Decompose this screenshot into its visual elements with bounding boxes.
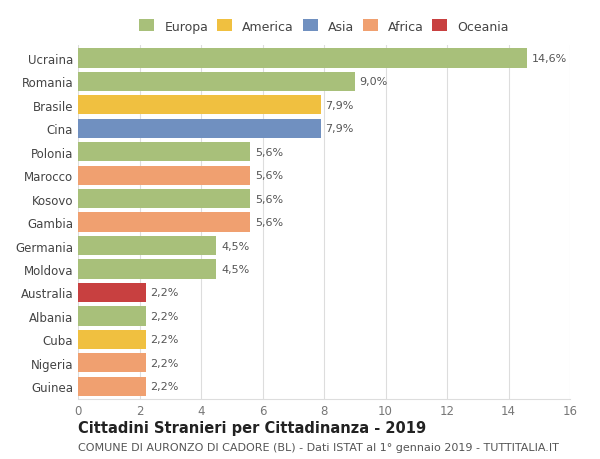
Text: 5,6%: 5,6% (255, 218, 283, 228)
Text: Cittadini Stranieri per Cittadinanza - 2019: Cittadini Stranieri per Cittadinanza - 2… (78, 420, 426, 435)
Text: 9,0%: 9,0% (359, 77, 388, 87)
Text: 2,2%: 2,2% (150, 288, 179, 298)
Text: 14,6%: 14,6% (532, 54, 567, 64)
Text: 4,5%: 4,5% (221, 241, 249, 251)
Bar (78, 236, 217, 256)
Text: 5,6%: 5,6% (255, 194, 283, 204)
Text: COMUNE DI AURONZO DI CADORE (BL) - Dati ISTAT al 1° gennaio 2019 - TUTTITALIA.IT: COMUNE DI AURONZO DI CADORE (BL) - Dati … (78, 442, 559, 452)
Bar (78, 213, 250, 232)
Bar (78, 49, 527, 68)
Text: 5,6%: 5,6% (255, 171, 283, 181)
Bar (78, 353, 146, 373)
Text: 5,6%: 5,6% (255, 147, 283, 157)
Text: 2,2%: 2,2% (150, 358, 179, 368)
Bar (78, 143, 250, 162)
Bar (78, 166, 250, 185)
Text: 2,2%: 2,2% (150, 311, 179, 321)
Text: 7,9%: 7,9% (326, 124, 354, 134)
Bar (78, 307, 146, 326)
Bar (78, 96, 321, 115)
Text: 2,2%: 2,2% (150, 335, 179, 345)
Text: 2,2%: 2,2% (150, 381, 179, 392)
Bar (78, 73, 355, 92)
Bar (78, 119, 321, 139)
Bar (78, 260, 217, 279)
Bar (78, 283, 146, 302)
Bar (78, 330, 146, 349)
Text: 4,5%: 4,5% (221, 264, 249, 274)
Bar (78, 377, 146, 396)
Text: 7,9%: 7,9% (326, 101, 354, 111)
Bar (78, 190, 250, 209)
Legend: Europa, America, Asia, Africa, Oceania: Europa, America, Asia, Africa, Oceania (137, 18, 511, 36)
